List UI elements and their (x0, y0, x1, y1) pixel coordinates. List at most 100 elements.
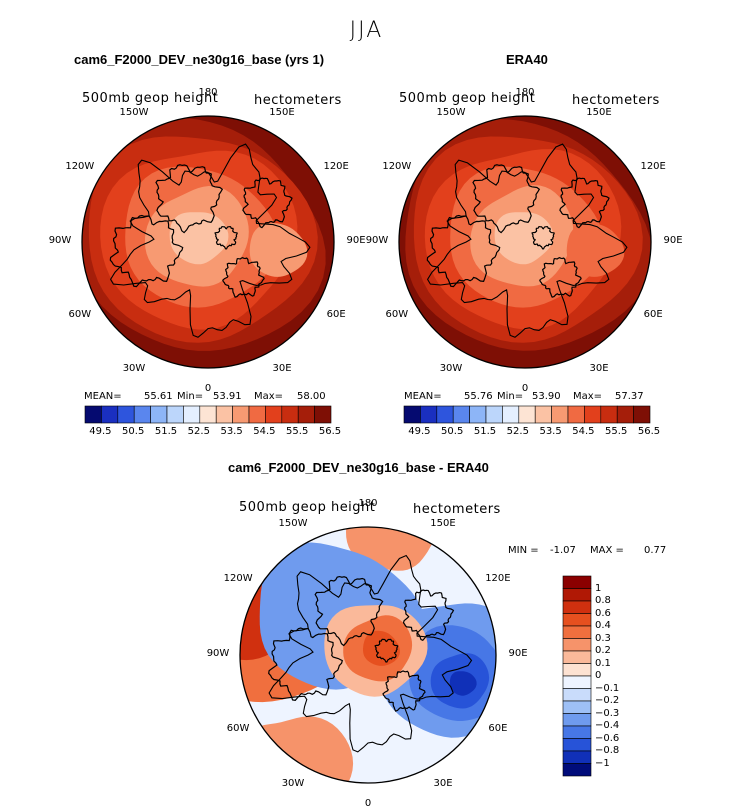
panel1-colorbar-box-7 (199, 405, 217, 424)
panel1-colorbar-box-10 (248, 405, 266, 424)
panel3-coastline-4 (402, 589, 455, 642)
panel1-min-label: Min= (177, 391, 204, 402)
panel1-coastline-2 (222, 257, 265, 298)
panel1-coastline-main (109, 143, 311, 338)
panel3-colorbar-box-11 (562, 713, 592, 727)
panel3-max-label: MAX = (590, 545, 624, 556)
panel3-map-border (239, 526, 497, 784)
panel2-colorbar-label-56.5: 56.5 (637, 426, 661, 437)
panel3-lon-label-120w: 120W (223, 573, 253, 584)
panel1-map (81, 115, 335, 369)
panel2-min-label: Min= (497, 391, 524, 402)
panel3-colorbar-label-1: 0.8 (595, 595, 611, 606)
panel3-colorbar-label-12: −0.6 (595, 732, 620, 744)
panel1-colorbar-box-3 (133, 405, 151, 424)
panel2-lon-label-180: 180 (515, 87, 535, 98)
panel2-colorbar-box-6 (502, 405, 520, 424)
panel3-colorbar-label-7: 0 (595, 670, 602, 681)
panel1-lon-label-60e: 60E (326, 309, 346, 320)
panel1-colorbar-box-13 (297, 405, 315, 424)
panel1-colorbar-box-2 (117, 405, 135, 424)
panel2-colorbar-box-9 (551, 405, 569, 424)
panel1-lon-label-180: 180 (198, 87, 218, 98)
panel3-lon-label-30e: 30E (433, 777, 453, 789)
panel1-contour-band-53.5 (169, 212, 229, 265)
panel3-coastline-2 (382, 670, 426, 712)
panel1-coastline-3 (214, 225, 238, 250)
panel3-coastline-main (268, 554, 473, 753)
panel1-lon-label-30e: 30E (272, 363, 292, 375)
panel3-colorbar-box-9 (562, 688, 592, 702)
panel1-colorbar (84, 405, 332, 424)
panel2-colorbar-label-49.5: 49.5 (408, 426, 431, 437)
panel3-colorbar (562, 575, 592, 777)
panel1-colorbar-label-51.5: 51.5 (154, 426, 178, 437)
panel3-colorbar-label-5: 0.2 (595, 645, 611, 656)
panel3-colorbar-label-4: 0.3 (595, 632, 611, 644)
panel2-units: hectometers (572, 93, 660, 108)
panel1-map-border (81, 115, 335, 369)
panel1-title: cam6_F2000_DEV_ne30g16_base (yrs 1) (74, 52, 325, 67)
panel1-lon-label-120w: 120W (65, 161, 95, 172)
panel3-coastline-3 (374, 638, 399, 663)
panel2-field-label: 500mb geop height (399, 91, 536, 106)
panel2-coastline-1 (472, 164, 541, 234)
panel2-colorbar-box-1 (420, 405, 438, 424)
panel1-lon-label-60w: 60W (68, 309, 92, 320)
panel2-coastline-3 (531, 225, 555, 250)
panel2-secondary-center (566, 223, 625, 277)
panel3-colorbar-label-13: −0.8 (595, 745, 620, 756)
panel2-colorbar-label-55.5: 55.5 (605, 426, 628, 437)
super-title: JJA (349, 18, 384, 43)
panel3-colorbar-box-13 (562, 738, 592, 752)
panel3-lon-label-0: 0 (364, 798, 372, 809)
panel3-colorbar-label-8: −0.1 (595, 682, 620, 694)
panel2-colorbar-label-51.5: 51.5 (473, 426, 497, 437)
panel2-lon-label-60e: 60E (643, 309, 663, 320)
panel3-colorbar-label-2: 0.6 (595, 607, 611, 619)
panel3-cool-east-core (449, 671, 477, 696)
panel3-colorbar-label-3: 0.4 (595, 620, 611, 631)
panel2-lon-label-30w: 30W (439, 363, 463, 375)
panel3-lon-label-150e: 150E (430, 518, 456, 530)
panel1-colorbar-label-50.5: 50.5 (122, 426, 145, 437)
panel3-colorbar-label-10: −0.3 (595, 707, 620, 719)
panel3-lon-label-120e: 120E (485, 573, 511, 584)
panel3-colorbar-label-0: 1 (595, 582, 602, 594)
panel1-coastline-0 (109, 214, 184, 288)
panel3-field-label: 500mb geop height (239, 500, 376, 515)
panel2-colorbar-box-10 (567, 405, 585, 424)
panel1-colorbar-label-49.5: 49.5 (89, 426, 112, 437)
panel1-min-value: 53.91 (213, 391, 242, 402)
panel2-max-label: Max= (573, 391, 603, 402)
panel2-lon-label-0: 0 (521, 383, 529, 394)
panel2-coastline-2 (539, 257, 582, 298)
panel1-max-value: 58.00 (297, 391, 326, 402)
panel1-mean-value: 55.61 (144, 391, 173, 402)
panel2-colorbar-label-53.5: 53.5 (539, 426, 562, 437)
panel1-field-label: 500mb geop height (82, 91, 219, 106)
panel1-units: hectometers (254, 93, 342, 108)
panel3-colorbar-box-0 (562, 575, 592, 589)
panel1-colorbar-label-52.5: 52.5 (187, 426, 210, 437)
panel1-secondary-center (249, 223, 308, 277)
panel1-mean-label: MEAN= (84, 391, 122, 402)
panel3-max-value: 0.77 (644, 545, 667, 556)
panel2-colorbar-box-0 (403, 405, 421, 424)
panel3-colorbar-box-3 (562, 613, 592, 627)
panel1-colorbar-box-6 (183, 405, 201, 424)
panel3-lon-label-60e: 60E (488, 723, 508, 734)
panel2-lon-label-150w: 150W (436, 106, 466, 118)
panel2-lon-label-120w: 120W (382, 161, 412, 172)
panel3-lon-label-90w: 90W (206, 648, 230, 659)
panel2-lon-label-150e: 150E (586, 106, 612, 118)
panel3-coastline-1 (314, 575, 384, 647)
panel1-colorbar-box-8 (215, 405, 233, 424)
panel3-colorbar-label-6: 0.1 (595, 657, 611, 669)
panel3-colorbar-box-15 (562, 763, 592, 777)
panel1-coastline-1 (155, 164, 224, 234)
panel2-colorbar-box-2 (436, 405, 454, 424)
panel1-lon-label-0: 0 (204, 383, 212, 394)
panel3-lon-label-60w: 60W (226, 723, 250, 734)
